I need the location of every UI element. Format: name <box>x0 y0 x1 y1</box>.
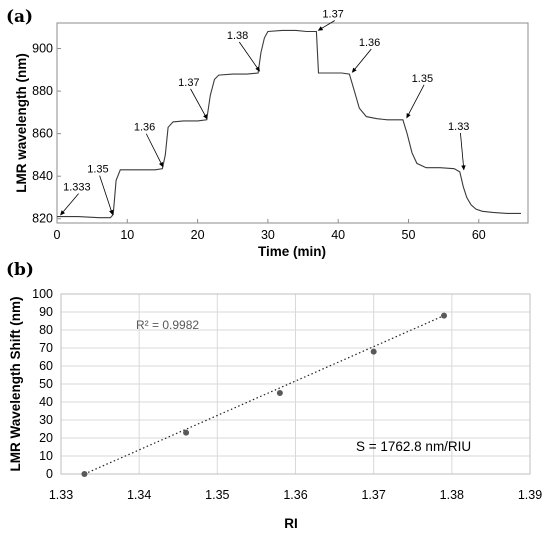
x-axis-ticks-a: 0 10 20 30 40 50 60 <box>54 219 486 242</box>
x-tick-label: 40 <box>331 228 345 242</box>
y-axis-title-b: LMR Wavelength Shift (nm) <box>8 297 23 472</box>
x-tick-label: 1.39 <box>518 488 542 502</box>
y-tick-label: 860 <box>32 127 53 141</box>
data-points <box>81 312 448 477</box>
data-point <box>81 471 88 477</box>
x-axis-title-a: Time (min) <box>258 244 326 259</box>
y-tick-label: 900 <box>32 42 53 56</box>
x-tick-label: 60 <box>472 228 486 242</box>
annotation-label: 1.36 <box>359 37 380 49</box>
annotation-arrowhead <box>203 114 208 120</box>
x-tick-label: 1.37 <box>361 488 385 502</box>
annotation-arrowhead <box>317 26 324 31</box>
x-tick-label: 1.36 <box>283 488 307 502</box>
annotation-arrowhead <box>109 209 114 216</box>
annotation-label: 1.35 <box>87 164 108 176</box>
annotation-arrow <box>238 41 259 69</box>
linear-trendline <box>84 315 445 475</box>
r-squared-label: R² = 0.9982 <box>136 318 199 332</box>
x-tick-label: 0 <box>54 228 61 242</box>
annotation-arrow <box>99 175 112 212</box>
panel-a-label: (a) <box>6 7 33 27</box>
plot-frame-b <box>60 293 531 475</box>
sensitivity-label: S = 1762.8 nm/RIU <box>356 439 471 454</box>
y-axis-title-a: LMR wavelength (nm) <box>14 53 29 193</box>
annotation-label: 1.36 <box>134 122 155 134</box>
plot-frame-a <box>56 22 529 224</box>
y-tick-label: 20 <box>39 431 53 445</box>
y-tick-label: 80 <box>39 323 53 337</box>
y-tick-label: 70 <box>39 341 53 355</box>
y-axis-ticks-b: 0 10 20 30 40 50 60 70 80 90 100 <box>32 287 53 481</box>
annotation-label: 1.35 <box>412 73 433 85</box>
annotation-arrowhead <box>158 161 164 168</box>
x-tick-label: 10 <box>120 228 134 242</box>
ri-annotations: 1.333 1.35 1.36 1.37 1.38 1.37 1.36 1.35 1.33 <box>60 9 469 216</box>
y-tick-label: 30 <box>39 413 53 427</box>
y-tick-label: 840 <box>32 169 53 183</box>
y-tick-label: 0 <box>46 467 53 481</box>
annotation-arrowhead <box>255 66 261 72</box>
annotation-arrow <box>190 88 206 117</box>
x-tick-label: 20 <box>191 228 205 242</box>
annotation-arrow <box>460 132 464 167</box>
x-tick-label: 1.34 <box>127 488 151 502</box>
data-point <box>370 348 377 355</box>
x-axis-title-b: RI <box>284 516 298 531</box>
x-axis-ticks-b: 1.33 1.34 1.35 1.36 1.37 1.38 1.39 <box>49 488 542 502</box>
annotation-label: 1.37 <box>322 9 343 21</box>
y-tick-label: 10 <box>39 449 53 463</box>
data-point <box>276 390 283 396</box>
data-point <box>441 312 448 319</box>
annotation-label: 1.37 <box>178 77 199 89</box>
y-tick-label: 820 <box>32 212 53 226</box>
y-tick-label: 100 <box>32 287 53 301</box>
annotation-arrow <box>407 84 425 116</box>
annotation-arrowhead <box>351 67 357 73</box>
annotation-label: 1.38 <box>227 30 248 42</box>
wavelength-series-line <box>57 29 521 219</box>
annotation-arrow <box>62 193 79 213</box>
x-tick-label: 1.35 <box>205 488 229 502</box>
y-axis-ticks-a: 820 840 860 880 900 <box>32 42 61 226</box>
x-tick-label: 50 <box>402 228 416 242</box>
y-tick-label: 60 <box>39 359 53 373</box>
y-tick-label: 50 <box>39 377 53 391</box>
y-tick-label: 90 <box>39 305 53 319</box>
x-tick-label: 30 <box>261 228 275 242</box>
y-tick-label: 880 <box>32 84 53 98</box>
annotation-label: 1.333 <box>63 182 91 194</box>
y-tick-label: 40 <box>39 395 53 409</box>
annotation-arrow <box>354 48 372 71</box>
annotation-label: 1.33 <box>448 121 469 133</box>
x-tick-label: 1.38 <box>440 488 464 502</box>
annotation-arrowhead <box>60 210 65 216</box>
data-point <box>183 429 190 436</box>
panel-b-label: (b) <box>6 260 34 280</box>
annotation-arrowhead <box>406 113 411 119</box>
annotation-arrow <box>145 133 162 165</box>
x-tick-label: 1.33 <box>49 488 73 502</box>
annotation-arrow <box>320 20 336 30</box>
annotation-arrowhead <box>461 165 466 171</box>
